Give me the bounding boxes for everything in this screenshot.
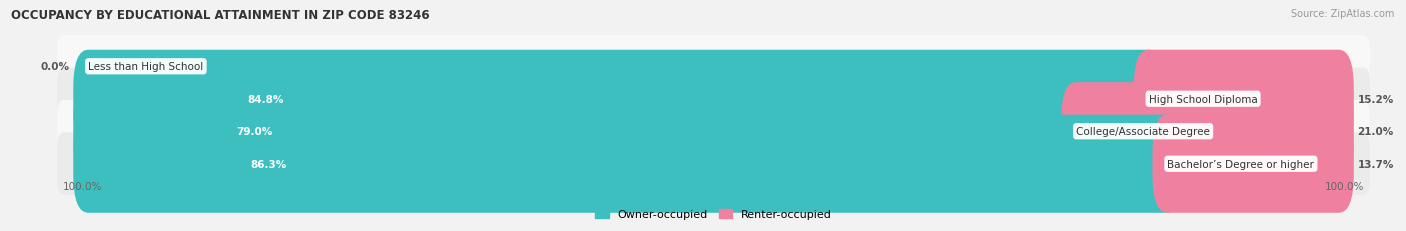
FancyBboxPatch shape	[73, 83, 1091, 180]
Text: 100.0%: 100.0%	[63, 181, 103, 191]
Text: 13.7%: 13.7%	[1358, 159, 1393, 169]
Text: 100.0%: 100.0%	[1324, 181, 1364, 191]
FancyBboxPatch shape	[73, 115, 1182, 213]
Text: Less than High School: Less than High School	[89, 62, 204, 72]
Text: Source: ZipAtlas.com: Source: ZipAtlas.com	[1291, 9, 1395, 19]
FancyBboxPatch shape	[58, 68, 1369, 130]
FancyBboxPatch shape	[1153, 115, 1354, 213]
FancyBboxPatch shape	[58, 101, 1369, 163]
Text: 79.0%: 79.0%	[236, 127, 273, 137]
Text: High School Diploma: High School Diploma	[1149, 94, 1257, 104]
Text: College/Associate Degree: College/Associate Degree	[1076, 127, 1211, 137]
FancyBboxPatch shape	[73, 51, 1164, 148]
FancyBboxPatch shape	[1062, 83, 1354, 180]
Text: 0.0%: 0.0%	[41, 62, 69, 72]
Text: 84.8%: 84.8%	[247, 94, 284, 104]
Text: 86.3%: 86.3%	[250, 159, 287, 169]
Legend: Owner-occupied, Renter-occupied: Owner-occupied, Renter-occupied	[591, 204, 837, 224]
FancyBboxPatch shape	[58, 133, 1369, 195]
FancyBboxPatch shape	[58, 36, 1369, 98]
Text: 21.0%: 21.0%	[1358, 127, 1393, 137]
FancyBboxPatch shape	[1133, 51, 1354, 148]
Text: 0.0%: 0.0%	[107, 62, 136, 72]
Text: Bachelor’s Degree or higher: Bachelor’s Degree or higher	[1167, 159, 1315, 169]
Text: 15.2%: 15.2%	[1358, 94, 1393, 104]
Text: OCCUPANCY BY EDUCATIONAL ATTAINMENT IN ZIP CODE 83246: OCCUPANCY BY EDUCATIONAL ATTAINMENT IN Z…	[11, 9, 430, 22]
